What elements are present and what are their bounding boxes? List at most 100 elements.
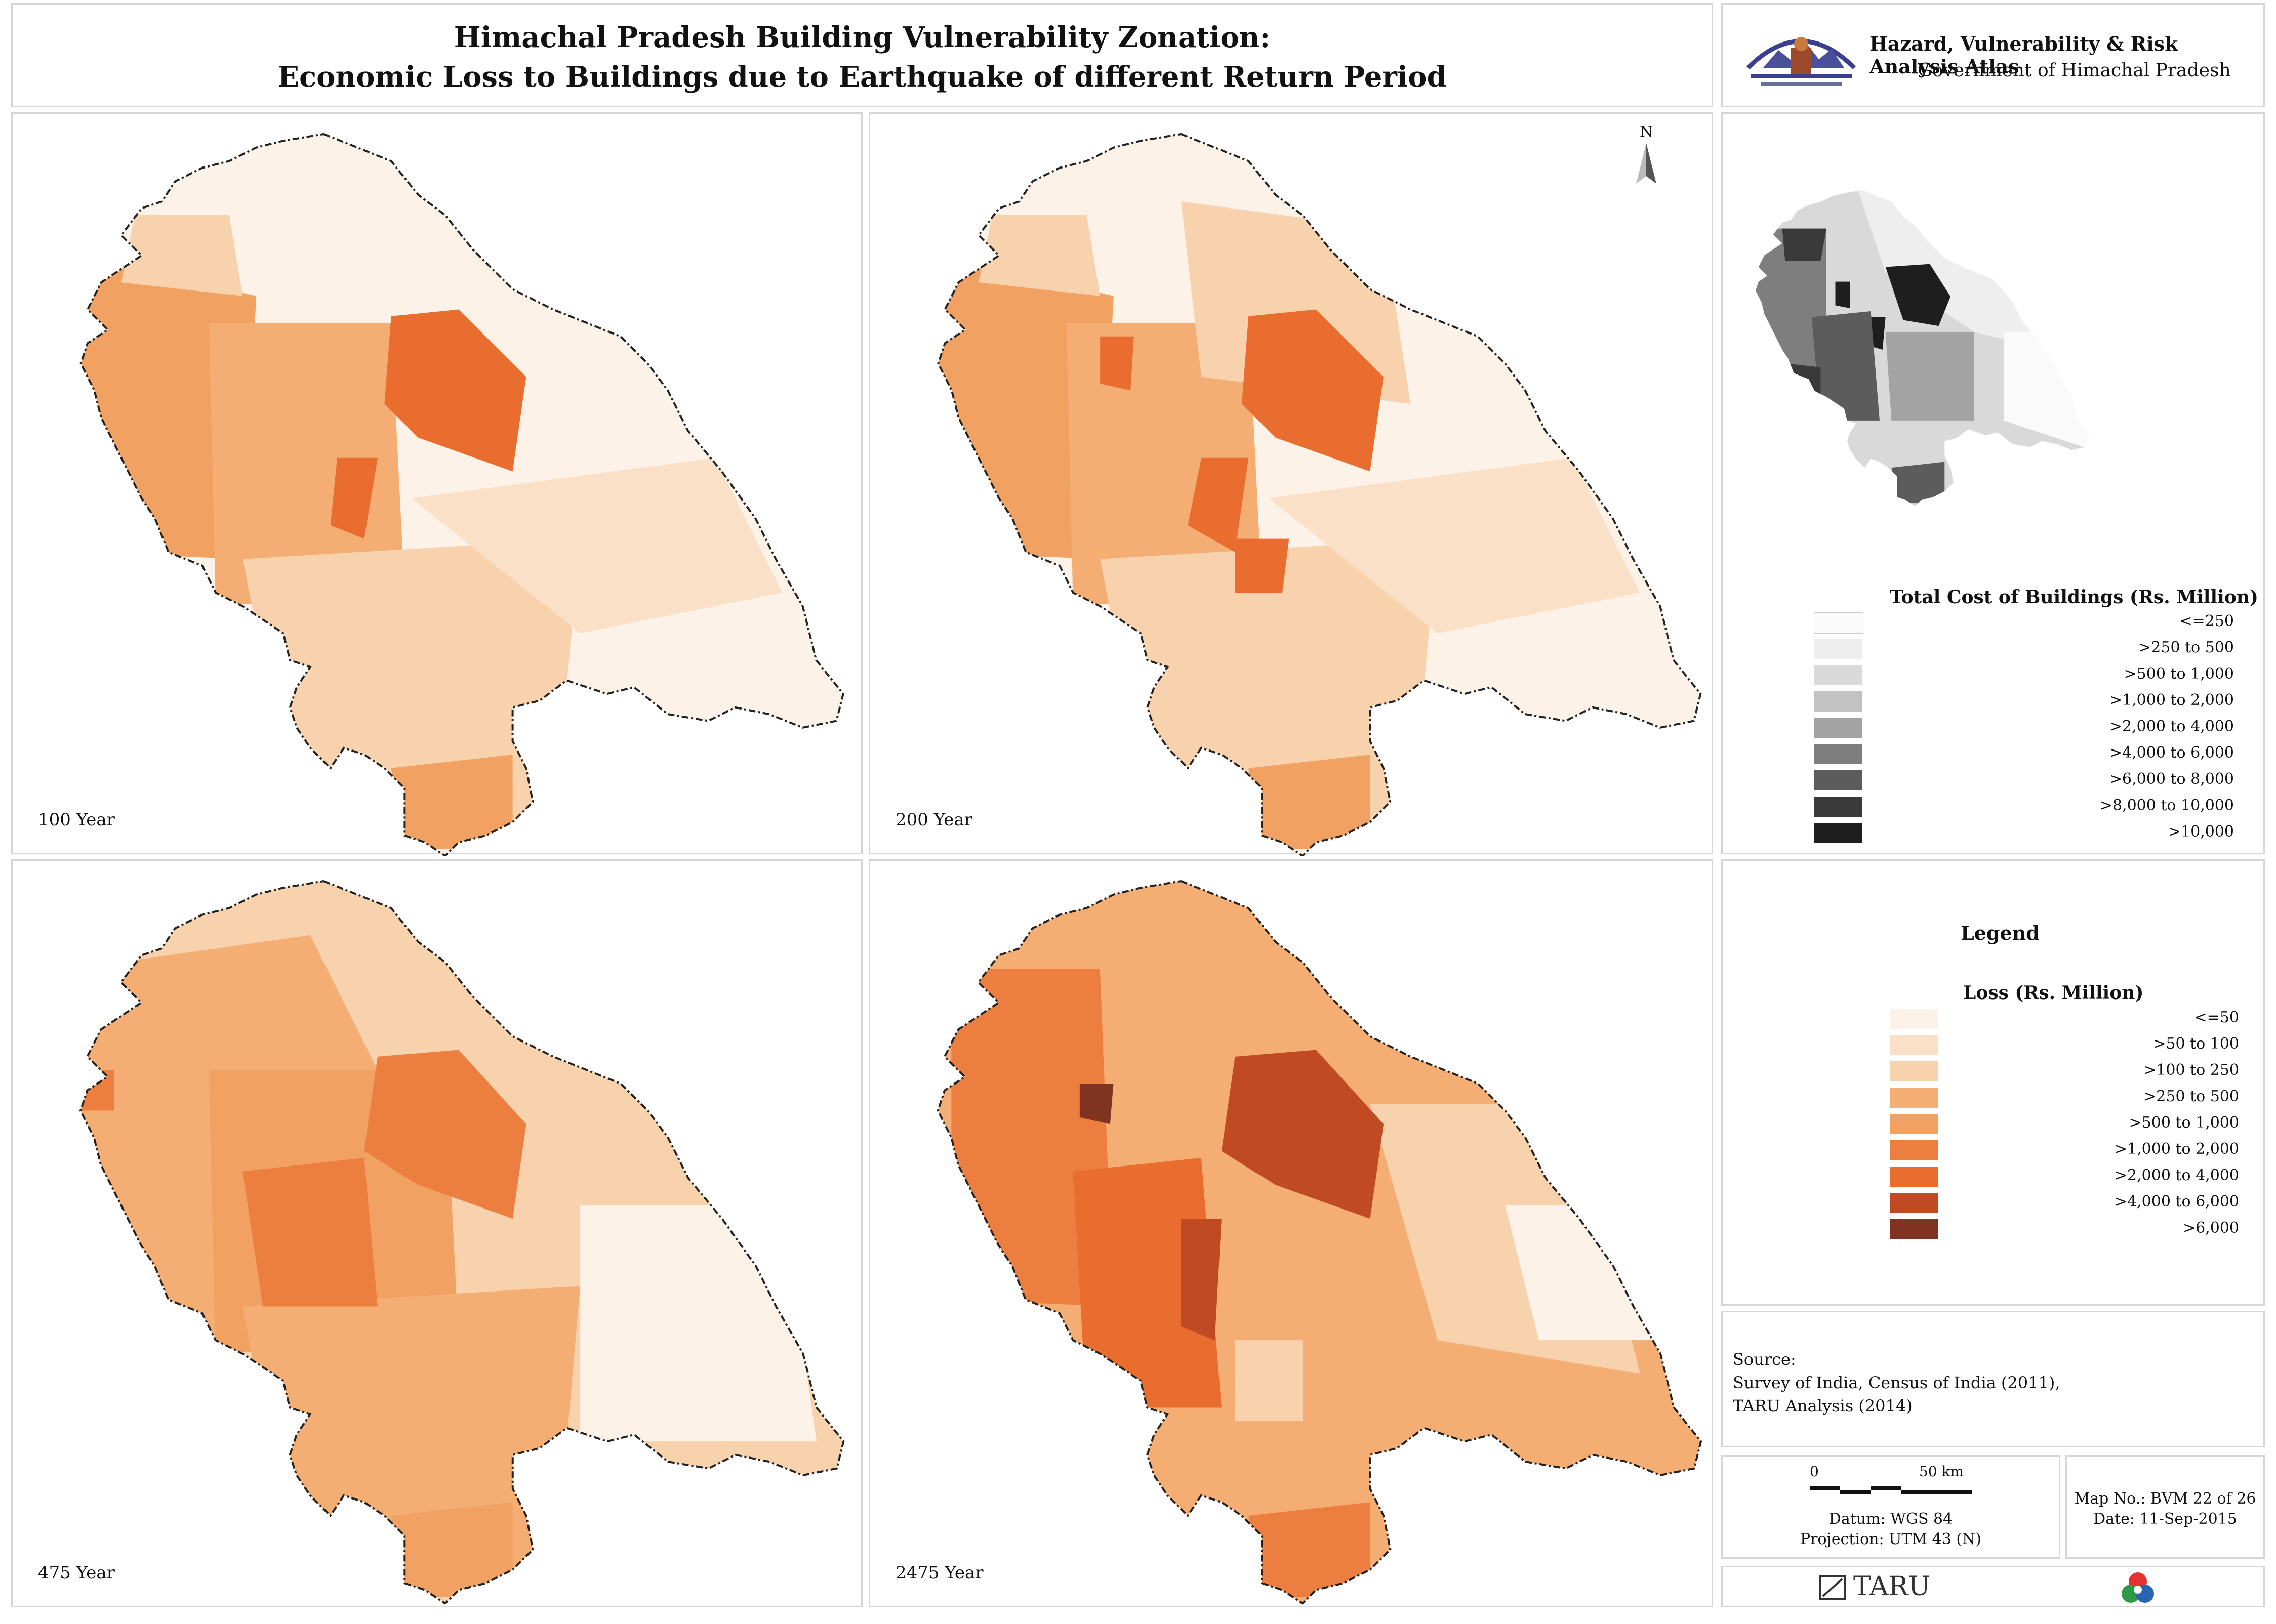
legend-label: >2,000 to 4,000 bbox=[2109, 718, 2234, 735]
scale-zero-label: 0 bbox=[1810, 1463, 1819, 1480]
source-heading: Source: bbox=[1733, 1350, 1796, 1369]
legend-swatch bbox=[1814, 665, 1862, 685]
cost-legend-item: >6,000 to 8,000 bbox=[1814, 770, 2249, 790]
map-200-year bbox=[937, 133, 1702, 856]
loss-legend-item: <=50 bbox=[1890, 1009, 2254, 1029]
cost-legend-item: >10,000 bbox=[1814, 823, 2249, 843]
legend-swatch bbox=[1814, 612, 1863, 634]
region-north-west bbox=[121, 215, 243, 296]
legend-label: >1,000 to 2,000 bbox=[2109, 691, 2234, 709]
legend-swatch bbox=[1890, 1167, 1938, 1187]
scale-bar bbox=[1810, 1486, 1972, 1494]
partner-logo-icon bbox=[2122, 1572, 2154, 1603]
cost-legend-item: >1,000 to 2,000 bbox=[1814, 691, 2249, 712]
loss-legend-item: >500 to 1,000 bbox=[1890, 1114, 2254, 1134]
loss-legend-item: >1,000 to 2,000 bbox=[1890, 1140, 2254, 1160]
cost-legend-item: >2,000 to 4,000 bbox=[1814, 718, 2249, 738]
source-panel: Source: Survey of India, Census of India… bbox=[1721, 1311, 2265, 1447]
legend-heading: Legend bbox=[1961, 922, 2040, 944]
legend-swatch bbox=[1890, 1009, 1938, 1029]
cost-legend-item: >500 to 1,000 bbox=[1814, 665, 2249, 685]
title-line-2: Economic Loss to Buildings due to Earthq… bbox=[277, 60, 1447, 94]
map-100-year bbox=[79, 133, 844, 856]
map-info-panel: Map No.: BVM 22 of 26 Date: 11-Sep-2015 bbox=[2065, 1455, 2265, 1559]
legend-label: <=50 bbox=[2194, 1009, 2239, 1026]
legend-swatch bbox=[1890, 1140, 1938, 1160]
legend-label: >250 to 500 bbox=[2143, 1088, 2239, 1105]
map-title: Himachal Pradesh Building Vulnerability … bbox=[13, 5, 1712, 97]
legend-swatch bbox=[1814, 639, 1862, 659]
loss-legend-item: >100 to 250 bbox=[1890, 1061, 2254, 1081]
cost-legend-item: >250 to 500 bbox=[1814, 639, 2249, 659]
map-number: Map No.: BVM 22 of 26 bbox=[2074, 1490, 2256, 1508]
legend-label: >6,000 to 8,000 bbox=[2109, 770, 2234, 788]
scale-fifty-label: 50 km bbox=[1919, 1463, 1964, 1480]
region-east bbox=[411, 457, 783, 634]
legend-label: >1,000 to 2,000 bbox=[2114, 1140, 2239, 1158]
cost-legend-item: <=250 bbox=[1814, 612, 2249, 634]
projection-label: Projection: UTM 43 (N) bbox=[1800, 1530, 1982, 1548]
taru-logo-icon bbox=[1819, 1575, 1846, 1600]
legend-label: >100 to 250 bbox=[2143, 1061, 2239, 1079]
datum-label: Datum: WGS 84 bbox=[1828, 1510, 1953, 1528]
legend-swatch bbox=[1890, 1061, 1938, 1081]
title-panel: Himachal Pradesh Building Vulnerability … bbox=[11, 3, 1713, 107]
map-panel-200-year: N 200 Year bbox=[869, 112, 1713, 856]
map-date: Date: 11-Sep-2015 bbox=[2093, 1510, 2237, 1528]
loss-legend-item: >6,000 bbox=[1890, 1219, 2254, 1239]
map-475-year bbox=[13, 861, 864, 1609]
legend-swatch bbox=[1814, 718, 1862, 738]
legend-swatch bbox=[1890, 1088, 1938, 1108]
scale-panel: 0 50 km Datum: WGS 84 Projection: UTM 43… bbox=[1721, 1455, 2060, 1559]
legend-label: >500 to 1,000 bbox=[2124, 665, 2234, 683]
atlas-header-panel: Hazard, Vulnerability & Risk Analysis At… bbox=[1721, 3, 2265, 107]
source-line-2: TARU Analysis (2014) bbox=[1733, 1396, 1913, 1415]
legend-label: >2,000 to 4,000 bbox=[2114, 1167, 2239, 1184]
cost-legend: <=250 >250 to 500 >500 to 1,000 >1,000 t… bbox=[1814, 612, 2249, 850]
map-label-475-year: 475 Year bbox=[38, 1563, 115, 1583]
loss-legend-item: >2,000 to 4,000 bbox=[1890, 1167, 2254, 1187]
legend-swatch bbox=[1814, 797, 1862, 817]
legend-swatch bbox=[1814, 823, 1862, 843]
loss-legend-item: >50 to 100 bbox=[1890, 1035, 2254, 1055]
legend-label: >10,000 bbox=[2168, 823, 2234, 841]
north-arrow: N bbox=[1630, 123, 1665, 184]
source-line-1: Survey of India, Census of India (2011), bbox=[1733, 1373, 2060, 1392]
source-text: Source: Survey of India, Census of India… bbox=[1733, 1348, 2060, 1418]
legend-swatch bbox=[1890, 1219, 1938, 1239]
map-label-200-year: 200 Year bbox=[896, 810, 972, 830]
state-emblem-icon bbox=[1746, 37, 1856, 86]
map-2475-year bbox=[870, 861, 1715, 1609]
loss-legend: <=50 >50 to 100 >100 to 250 >250 to 500 … bbox=[1890, 1009, 2254, 1246]
legend-swatch bbox=[1814, 744, 1862, 764]
government-label: Government of Himachal Pradesh bbox=[1918, 60, 2231, 81]
region-high bbox=[384, 309, 526, 472]
loss-legend-title: Loss (Rs. Million) bbox=[1963, 982, 2144, 1004]
footer-logos-panel: TARU bbox=[1721, 1566, 2265, 1607]
atlas-title: Hazard, Vulnerability & Risk Analysis At… bbox=[1869, 32, 2178, 78]
map-label-100-year: 100 Year bbox=[38, 810, 115, 830]
map-label-2475-year: 2475 Year bbox=[896, 1563, 984, 1583]
legend-swatch bbox=[1814, 691, 1862, 712]
legend-label: >500 to 1,000 bbox=[2129, 1114, 2239, 1132]
legend-label: >8,000 to 10,000 bbox=[2099, 797, 2234, 814]
loss-legend-item: >250 to 500 bbox=[1890, 1088, 2254, 1108]
taru-logo-text: TARU bbox=[1853, 1571, 1931, 1602]
cost-inset-map bbox=[1756, 190, 2090, 506]
region-south-tip bbox=[391, 755, 513, 849]
cost-legend-title: Total Cost of Buildings (Rs. Million) bbox=[1890, 587, 2258, 608]
map-panel-475-year: 475 Year bbox=[11, 859, 863, 1607]
map-panel-2475-year: 2475 Year bbox=[869, 859, 1713, 1607]
cost-legend-item: >8,000 to 10,000 bbox=[1814, 797, 2249, 817]
legend-label: <=250 bbox=[2179, 612, 2234, 630]
cost-inset-panel: Total Cost of Buildings (Rs. Million) <=… bbox=[1721, 112, 2265, 854]
legend-label: >6,000 bbox=[2182, 1219, 2239, 1237]
loss-legend-item: >4,000 to 6,000 bbox=[1890, 1193, 2254, 1213]
legend-swatch bbox=[1814, 770, 1862, 790]
legend-label: >4,000 to 6,000 bbox=[2109, 744, 2234, 762]
loss-legend-panel: Legend Loss (Rs. Million) <=50 >50 to 10… bbox=[1721, 859, 2265, 1306]
legend-label: >50 to 100 bbox=[2153, 1035, 2239, 1053]
map-panel-100-year: 100 Year bbox=[11, 112, 863, 856]
legend-swatch bbox=[1890, 1114, 1938, 1134]
north-label: N bbox=[1640, 123, 1653, 141]
